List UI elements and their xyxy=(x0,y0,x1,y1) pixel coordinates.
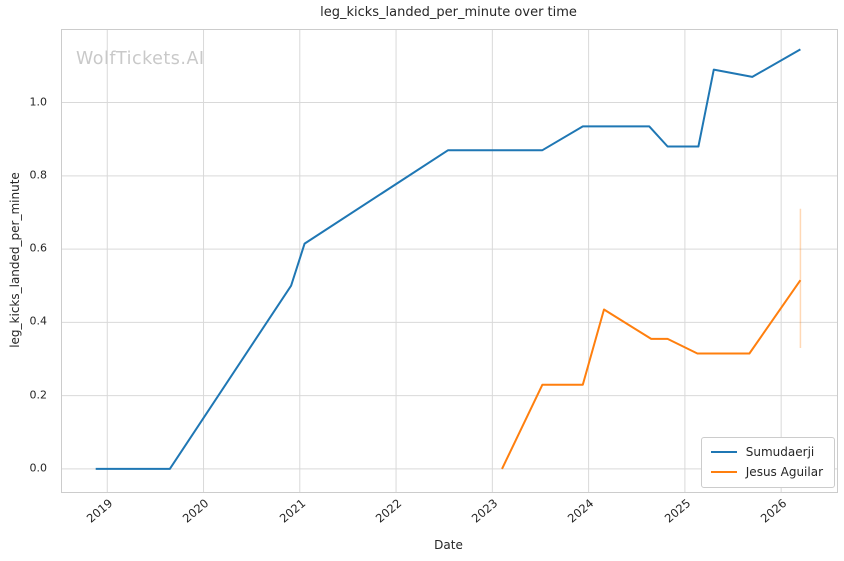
legend-line-swatch xyxy=(710,471,737,473)
x-axis-label: Date xyxy=(434,538,463,552)
legend: Sumudaerji Jesus Aguilar xyxy=(700,437,835,488)
legend-line-swatch xyxy=(710,451,737,453)
legend-item: Jesus Aguilar xyxy=(710,465,823,479)
y-tick-label: 0.4 xyxy=(29,314,48,328)
plot-canvas xyxy=(62,30,837,492)
y-tick-label: 1.0 xyxy=(29,95,48,109)
x-tick-label-text: 2025 xyxy=(661,496,693,526)
legend-item: Sumudaerji xyxy=(710,445,823,459)
plot-area: Sumudaerji Jesus Aguilar xyxy=(61,29,838,493)
watermark: WolfTickets.AI xyxy=(76,49,205,69)
x-tick-label-text: 2020 xyxy=(180,496,212,526)
y-tick-label: 0.8 xyxy=(29,168,48,182)
x-tick-label-text: 2023 xyxy=(468,496,501,526)
y-tick-label: 0.6 xyxy=(29,241,48,255)
x-tick-label-text: 2019 xyxy=(83,496,116,526)
x-tick-label-text: 2022 xyxy=(372,496,405,526)
x-tick-label-text: 2026 xyxy=(757,496,790,526)
x-tick-label-text: 2024 xyxy=(565,496,597,526)
x-tick-label-text: 2021 xyxy=(276,496,308,526)
legend-label: Jesus Aguilar xyxy=(745,465,823,479)
chart-line-jesus-aguilar xyxy=(501,279,802,470)
chart-line-sumudaerji xyxy=(95,48,801,470)
y-tick-label: 0.0 xyxy=(29,461,48,475)
chart-title: leg_kicks_landed_per_minute over time xyxy=(320,5,577,20)
y-tick-label: 0.2 xyxy=(29,388,48,402)
legend-label: Sumudaerji xyxy=(745,445,815,459)
